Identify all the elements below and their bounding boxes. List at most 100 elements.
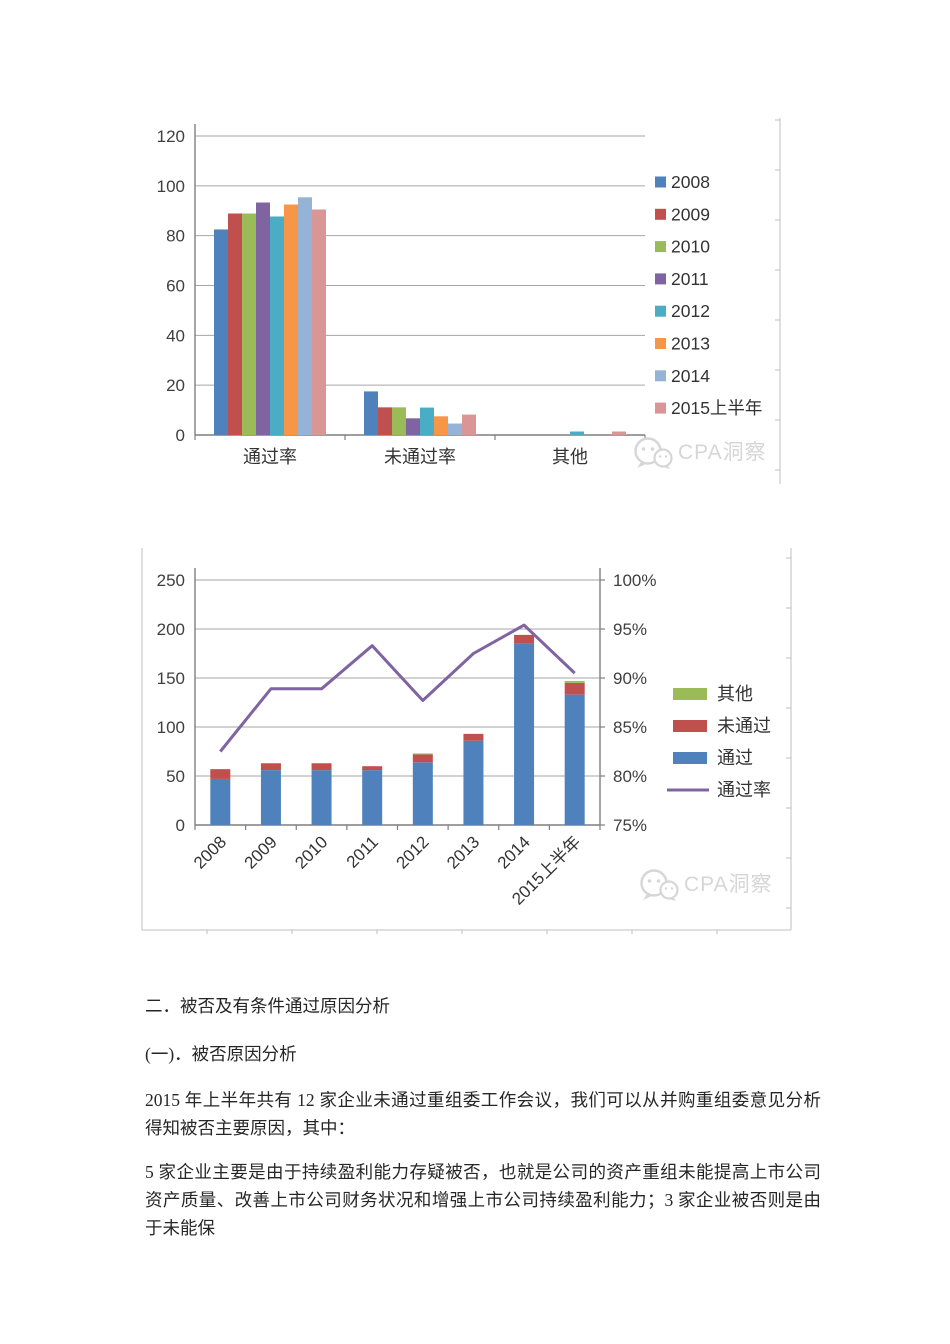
axes [194, 568, 601, 830]
svg-text:0: 0 [176, 426, 185, 445]
subsection-heading-rejection-reasons: (一)．被否原因分析 [145, 1044, 297, 1064]
bar-通过 [260, 770, 281, 825]
stacked-bars [210, 634, 585, 825]
svg-text:通过率: 通过率 [243, 447, 297, 467]
svg-text:90%: 90% [613, 669, 647, 688]
svg-text:2010: 2010 [291, 832, 331, 872]
svg-text:60: 60 [166, 277, 185, 296]
legend-label: 2015上半年 [671, 398, 762, 418]
svg-text:100: 100 [157, 718, 185, 737]
bar-通过 [412, 762, 433, 825]
bar-未通过 [412, 754, 433, 763]
bar-通过 [463, 740, 484, 825]
cpa-insight-watermark: CPA洞察 [640, 869, 773, 901]
legend-label: 2011 [671, 269, 709, 289]
legend-swatch-未通过 [673, 720, 707, 732]
bar-未通过 [514, 634, 535, 644]
svg-text:2012: 2012 [392, 832, 432, 872]
legend-swatch-2008 [655, 176, 666, 188]
legend-label: 未通过 [717, 716, 771, 736]
svg-text:80: 80 [166, 227, 185, 246]
legend-label: 通过率 [717, 780, 771, 800]
bar-通过 [564, 694, 585, 825]
svg-text:50: 50 [166, 767, 185, 786]
svg-text:未通过率: 未通过率 [384, 447, 456, 467]
right-axis-tick-labels: 75% 80% 85% 90% 95% 100% [600, 571, 656, 835]
svg-text:95%: 95% [613, 620, 647, 639]
y-gridlines [195, 579, 600, 777]
bar-series-2009 [228, 213, 392, 435]
svg-text:120: 120 [157, 127, 185, 146]
left-axis-tick-labels: 0 50 100 150 200 250 [157, 571, 185, 835]
legend-label: 通过 [717, 748, 753, 768]
svg-text:20: 20 [166, 376, 185, 395]
bar-通过 [514, 643, 535, 825]
pass-rate-line [219, 623, 576, 753]
legend-swatch-2010 [655, 241, 666, 253]
annual-pass-rate-grouped-bar-chart: 0 20 40 60 80 100 120 通过率 未通过率 其他 2008 2009 2010 2011… [140, 110, 800, 498]
legend: 2008 2009 2010 2011 2012 2013 2014 2015上半年 [655, 172, 762, 418]
legend-label: 2014 [671, 366, 710, 386]
legend-swatch-2009 [655, 208, 666, 220]
analysis-text-section: 二．被否及有条件通过原因分析 (一)．被否原因分析 2015 年上半年共有 12… [145, 992, 821, 1258]
svg-text:75%: 75% [613, 816, 647, 835]
legend-label: 2012 [671, 301, 710, 321]
cpa-insight-watermark: CPA洞察 [634, 437, 767, 469]
svg-text:100%: 100% [613, 571, 656, 590]
wechat-bubble-icon [653, 448, 673, 469]
combo-chart-canvas: 0 50 100 150 200 250 75% 80% 85% 90% 95% 100% 2008 20… [141, 548, 792, 934]
bar-未通过 [311, 763, 332, 771]
legend-label: 2009 [671, 204, 710, 224]
svg-text:0: 0 [176, 816, 185, 835]
bar-通过 [311, 770, 332, 825]
legend-swatch-通过 [673, 752, 707, 764]
grouped-bar-chart-canvas: 0 20 40 60 80 100 120 通过率 未通过率 其他 2008 2009 2010 2011… [157, 118, 781, 484]
paragraph-overview: 2015 年上半年共有 12 家企业未通过重组委工作会议，我们可以从并购重组委意… [145, 1090, 821, 1138]
bar-series-2013 [284, 204, 448, 435]
bar-series-2012 [270, 216, 584, 435]
legend-swatch-2015上半年 [655, 402, 666, 414]
bar-未通过 [210, 769, 231, 779]
bar-未通过 [564, 682, 585, 695]
paragraph-reason-detail: 5 家企业主要是由于持续盈利能力存疑被否，也就是公司的资产重组未能提高上市公司资… [145, 1162, 821, 1238]
bar-未通过 [463, 733, 484, 741]
section-heading-rejection-analysis: 二．被否及有条件通过原因分析 [145, 996, 390, 1016]
watermark-text: CPA洞察 [678, 441, 767, 464]
svg-text:150: 150 [157, 669, 185, 688]
legend-swatch-2014 [655, 370, 666, 382]
bar-series-2011 [256, 202, 420, 435]
bar-其他 [412, 753, 433, 755]
svg-text:100: 100 [157, 177, 185, 196]
annual-review-count-combo-chart: 0 50 100 150 200 250 75% 80% 85% 90% 95% 100% 2008 20… [140, 548, 800, 940]
wechat-bubble-icon [659, 880, 679, 901]
bar-series-2014 [298, 197, 462, 435]
y-axis-tick-labels: 0 20 40 60 80 100 120 [157, 127, 185, 445]
bar-通过 [362, 770, 383, 825]
bar-其他 [564, 680, 585, 683]
legend-label: 2008 [671, 172, 710, 192]
legend-swatch-其他 [673, 688, 707, 700]
bar-series-2010 [242, 213, 406, 435]
chart-frame-border [141, 548, 792, 934]
bar-未通过 [362, 766, 383, 771]
x-axis-category-labels: 通过率 未通过率 其他 [243, 447, 588, 467]
legend-label: 2010 [671, 237, 710, 257]
bar-series-2015上半年 [312, 209, 626, 435]
svg-text:2009: 2009 [241, 832, 281, 872]
svg-text:200: 200 [157, 620, 185, 639]
legend-label: 2013 [671, 334, 710, 354]
svg-text:2008: 2008 [190, 832, 230, 872]
bar-未通过 [260, 763, 281, 771]
legend-swatch-2013 [655, 338, 666, 349]
svg-text:80%: 80% [613, 767, 647, 786]
legend-swatch-2011 [655, 273, 666, 285]
bar-series-2008 [214, 229, 378, 435]
watermark-text: CPA洞察 [684, 873, 773, 896]
svg-text:85%: 85% [613, 718, 647, 737]
legend-swatch-2012 [655, 305, 666, 317]
svg-text:2013: 2013 [443, 832, 483, 872]
svg-text:40: 40 [166, 326, 185, 345]
svg-text:250: 250 [157, 571, 185, 590]
